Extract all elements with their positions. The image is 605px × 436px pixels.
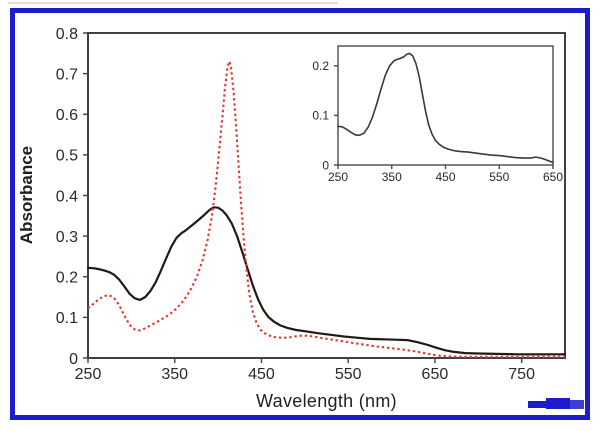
y-tick-label: 0.3	[56, 229, 78, 246]
x-tick-label: 750	[508, 366, 535, 383]
x-tick-label: 450	[248, 366, 275, 383]
y-tick-label: 0.7	[56, 66, 78, 83]
y-tick-label: 0.6	[56, 107, 78, 124]
y-tick-label: 0.5	[56, 148, 78, 165]
y-tick-label: 0.2	[56, 270, 78, 287]
x-tick-label: 550	[489, 170, 509, 184]
x-tick-label: 650	[543, 170, 563, 184]
inset-spectrum	[337, 52, 554, 164]
figure-panel: 250 350 450 550 650 750 0 0.1 0.2 0.3 0.4 0.5 0.6 0.7…	[10, 8, 590, 420]
black-solid-spectrum	[86, 206, 567, 356]
x-tick-label: 350	[161, 366, 188, 383]
corner-smudge-artifact	[528, 396, 584, 411]
inset-spectrum-chart: 250 350 450 550 650 0 0.1 0.2	[312, 45, 563, 184]
x-tick-label: 650	[422, 366, 449, 383]
x-tick-label: 550	[335, 366, 362, 383]
y-tick-label: 0.8	[56, 26, 78, 43]
y-tick-label: 0	[69, 351, 78, 368]
y-tick-label: 0.4	[56, 188, 78, 205]
x-tick-label: 450	[435, 170, 455, 184]
x-axis-title: Wavelength (nm)	[256, 391, 397, 411]
x-tick-label: 250	[75, 366, 102, 383]
main-spectrum-chart: 250 350 450 550 650 750 0 0.1 0.2 0.3 0.4 0.5 0.6 0.7…	[56, 26, 567, 383]
y-tick-label: 0.1	[312, 109, 329, 123]
y-tick-label: 0	[322, 158, 329, 172]
x-tick-label: 250	[328, 170, 348, 184]
plot-frame	[337, 45, 554, 166]
y-tick-label: 0.2	[312, 59, 329, 73]
y-tick-label: 0.1	[56, 310, 78, 327]
y-axis-title: Absorbance	[17, 145, 36, 245]
screenshot-edge-artifact	[8, 2, 338, 4]
x-tick-label: 350	[382, 170, 402, 184]
